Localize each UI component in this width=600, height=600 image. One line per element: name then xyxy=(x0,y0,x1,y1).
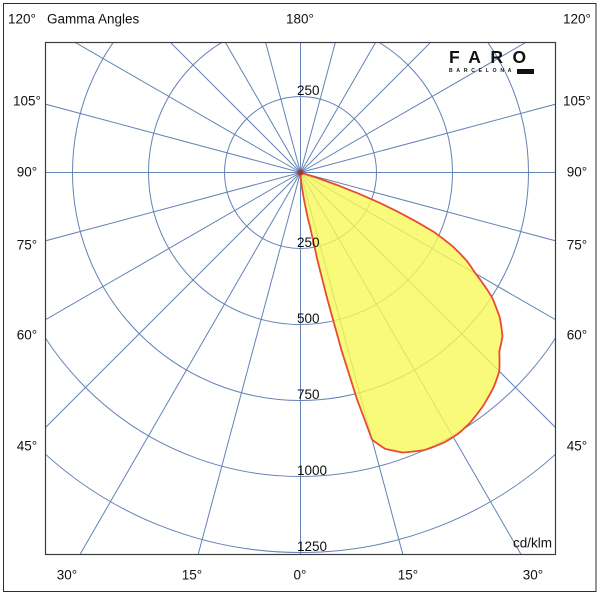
gamma-ray-line xyxy=(300,42,527,173)
radial-tick-label: 1000 xyxy=(297,463,327,478)
gamma-angle-label-top-left: 120° xyxy=(8,11,36,27)
gamma-angle-label-bottom-30L: 30° xyxy=(56,567,78,583)
gamma-ray-line xyxy=(45,172,301,242)
gamma-ray-line xyxy=(265,42,301,173)
gamma-angle-label-bottom-15L: 15° xyxy=(181,567,203,583)
brand-logo: FARO BARCELONA xyxy=(449,47,536,74)
gamma-ray-line xyxy=(300,103,556,173)
gamma-ray-line xyxy=(300,42,377,173)
gamma-ray-line xyxy=(45,172,301,429)
plot-title: Gamma Angles xyxy=(47,11,140,27)
radial-tick-label: 250 xyxy=(297,235,320,250)
gamma-angle-label-left-45: 45° xyxy=(16,438,38,454)
gamma-ray-line xyxy=(300,42,336,173)
brand-name: FARO xyxy=(449,47,536,67)
gamma-ray-line xyxy=(300,42,432,173)
gamma-angle-label-top-right: 120° xyxy=(563,11,591,27)
gamma-ray-line xyxy=(74,42,301,173)
center-marker xyxy=(297,169,304,176)
gamma-angle-label-right-45: 45° xyxy=(566,438,588,454)
intensity-lobe-path xyxy=(299,171,504,454)
gamma-angle-label-right-105: 105° xyxy=(563,93,591,109)
gamma-ray-line xyxy=(197,172,301,555)
gamma-angle-label-right-60: 60° xyxy=(566,327,588,343)
radial-tick-label: 750 xyxy=(297,387,320,402)
gamma-angle-label-bottom-0: 0° xyxy=(293,567,307,583)
gamma-angle-label-left-75: 75° xyxy=(16,237,38,253)
unit-label: cd/klm xyxy=(512,535,552,551)
radial-tick-label: 250 xyxy=(297,83,320,98)
gamma-angle-label-bottom-30R: 30° xyxy=(522,567,544,583)
intensity-lobe xyxy=(297,169,504,454)
gamma-angle-label-right-75: 75° xyxy=(566,237,588,253)
gamma-ray-line xyxy=(79,172,301,555)
gamma-angle-label-top-center: 180° xyxy=(286,11,314,27)
radial-scale-labels: 250 250 500 750 1000 1250 xyxy=(297,83,327,554)
gamma-angle-label-right-90: 90° xyxy=(566,164,588,180)
gamma-ray-line xyxy=(45,172,301,321)
radial-tick-label: 500 xyxy=(297,311,320,326)
gamma-angle-label-left-105: 105° xyxy=(13,93,41,109)
outer-frame xyxy=(3,3,597,592)
gamma-angle-label-left-60: 60° xyxy=(16,327,38,343)
brand-subtitle: BARCELONA xyxy=(449,67,516,74)
gamma-ray-line xyxy=(300,172,556,242)
radial-tick-label: 1250 xyxy=(297,539,327,554)
gamma-ray-line xyxy=(224,42,301,173)
gamma-angle-label-left-90: 90° xyxy=(16,164,38,180)
brand-subtitle-row: BARCELONA xyxy=(449,67,536,74)
gamma-angle-label-bottom-15R: 15° xyxy=(397,567,419,583)
brand-underline-mark xyxy=(517,68,535,74)
gamma-ray-line xyxy=(45,103,301,173)
gamma-ray-line xyxy=(169,42,301,173)
plot-border xyxy=(44,41,557,556)
